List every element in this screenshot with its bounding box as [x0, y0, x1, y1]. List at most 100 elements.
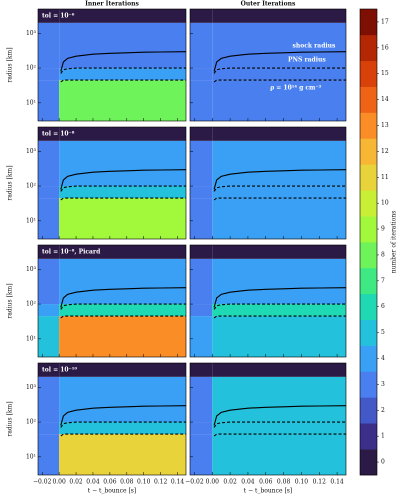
- shock-line: [60, 51, 186, 72]
- panel-label: tol = 10⁻⁸: [42, 131, 75, 138]
- pns-line: [60, 421, 186, 428]
- panel-frame: [189, 244, 347, 358]
- heat-cell: [212, 198, 346, 239]
- heat-cell: [212, 68, 346, 81]
- heat-cell: [59, 127, 186, 141]
- column-title: Outer Iterations: [241, 1, 296, 8]
- heat-cell: [190, 198, 213, 239]
- heat-cell: [38, 434, 60, 475]
- y-tick-label: 10²: [26, 301, 37, 308]
- x-tick-label: 0.02: [69, 479, 83, 486]
- heat-cell: [212, 186, 346, 199]
- heat-cell: [59, 316, 186, 357]
- y-tick-label: 10³: [26, 384, 37, 391]
- heat-cell: [38, 304, 60, 317]
- x-tick-label: 0.14: [330, 479, 344, 486]
- x-tick-label: 0.12: [313, 479, 327, 486]
- colorbar-tick-label: 4: [381, 355, 385, 362]
- density-line: [213, 315, 346, 319]
- heat-cell: [190, 9, 213, 23]
- heat-cell: [190, 316, 213, 357]
- shock-line: [60, 405, 186, 426]
- heat-cell: [38, 376, 60, 423]
- shock-line: [60, 287, 186, 308]
- colorbar-tick-label: 17: [381, 18, 389, 25]
- shock-line: [213, 287, 346, 308]
- panel-label: tol = 10⁻⁶: [42, 13, 75, 20]
- colorbar-tick-label: 5: [381, 329, 385, 336]
- x-tick-label: 0.10: [137, 479, 151, 486]
- heat-cell: [59, 258, 186, 305]
- pns-line: [60, 185, 186, 192]
- heat-cell: [59, 198, 186, 239]
- heat-cell: [59, 140, 186, 187]
- colorbar-tick-label: 1: [381, 433, 385, 440]
- colorbar-segment: [360, 397, 377, 424]
- heat-cell: [59, 22, 186, 69]
- pns-line: [60, 67, 186, 74]
- pns-line: [213, 303, 346, 310]
- heat-cell: [38, 140, 60, 187]
- colorbar-segment: [360, 86, 377, 113]
- colorbar-segment: [360, 9, 377, 36]
- heat-cell: [190, 140, 213, 187]
- colorbar-segment: [360, 164, 377, 191]
- panel-frame: [189, 8, 347, 122]
- panel-frame: [37, 8, 187, 122]
- x-tick-label: 0.08: [277, 479, 291, 486]
- heat-cell: [190, 376, 213, 423]
- colorbar-tick-label: 14: [381, 96, 389, 103]
- panel-frame: [37, 244, 187, 358]
- x-tick-label: 0.10: [295, 479, 309, 486]
- panel-label: tol = 10⁻⁸, Picard: [42, 249, 101, 256]
- panel: [38, 245, 186, 357]
- x-axis-label: t − t_bounce [s]: [244, 488, 292, 495]
- y-tick-label: 10¹: [26, 335, 36, 342]
- heat-cell: [59, 376, 186, 423]
- heat-cell: [38, 127, 60, 141]
- colorbar-segment: [360, 423, 377, 450]
- heat-cell: [38, 9, 60, 23]
- colorbar-segment: [360, 60, 377, 87]
- panel: [190, 363, 346, 475]
- heat-cell: [38, 258, 60, 305]
- heat-cell: [190, 422, 213, 435]
- density-line: [60, 79, 186, 83]
- colorbar-tick-label: 2: [381, 407, 385, 414]
- panel-frame: [37, 362, 187, 476]
- y-tick-label: 10¹: [26, 217, 36, 224]
- x-tick-label: 0.14: [171, 479, 185, 486]
- x-tick-label: 0.04: [241, 479, 255, 486]
- colorbar-tick-label: 0: [381, 459, 385, 466]
- density-line: [213, 79, 346, 83]
- x-tick-label: 0.06: [259, 479, 273, 486]
- colorbar-segment: [360, 190, 377, 217]
- heat-cell: [59, 9, 186, 23]
- heat-cell: [212, 304, 346, 317]
- panel-frame: [189, 362, 347, 476]
- heat-cell: [212, 80, 346, 121]
- heat-cell: [212, 376, 346, 423]
- panel: [190, 245, 346, 357]
- heat-cell: [190, 258, 213, 305]
- colorbar-segment: [360, 371, 377, 398]
- colorbar-segment: [360, 345, 377, 372]
- y-tick-label: 10²: [26, 419, 37, 426]
- colorbar-segment: [360, 293, 377, 320]
- colorbar-segment: [360, 319, 377, 346]
- heat-cell: [38, 68, 60, 81]
- heat-cell: [212, 140, 346, 187]
- colorbar-tick-label: 13: [381, 122, 389, 129]
- panel-frame: [37, 126, 187, 240]
- heat-cell: [212, 9, 346, 23]
- panel: [190, 127, 346, 239]
- panel: [38, 363, 186, 475]
- heat-cell: [212, 363, 346, 377]
- colorbar-tick-label: 9: [381, 226, 385, 233]
- heat-cell: [59, 186, 186, 199]
- colorbar-tick-label: 3: [381, 381, 385, 388]
- colorbar-tick-label: 12: [381, 148, 389, 155]
- heat-cell: [212, 316, 346, 357]
- density-line: [213, 197, 346, 201]
- shock-line: [213, 405, 346, 426]
